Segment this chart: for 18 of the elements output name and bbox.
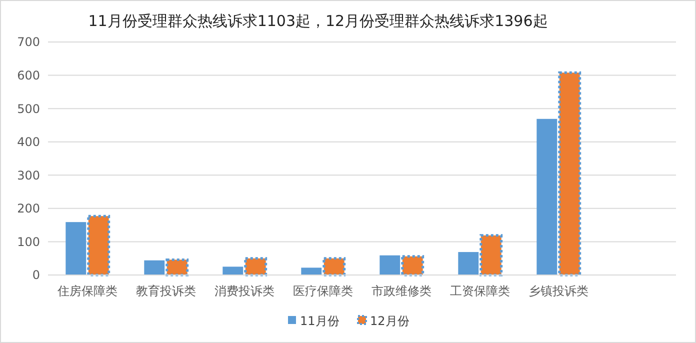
legend-label: 12月份 <box>370 314 410 328</box>
y-tick-label: 300 <box>17 168 40 182</box>
x-tick-label: 住房保障类 <box>56 284 118 298</box>
legend-label: 11月份 <box>300 314 340 328</box>
y-tick-label: 600 <box>17 68 40 82</box>
y-tick-label: 700 <box>17 35 40 50</box>
x-tick-label: 消费投诉类 <box>214 284 274 298</box>
chart-title: 11月份受理群众热线诉求1103起，12月份受理群众热线诉求1396起 <box>88 12 548 30</box>
x-tick-label: 市政维修类 <box>371 284 432 298</box>
x-tick-label: 工资保障类 <box>450 284 510 298</box>
y-tick-label: 400 <box>17 135 40 150</box>
y-tick-label: 500 <box>17 102 40 116</box>
y-tick-label: 100 <box>17 234 40 249</box>
y-tick-label: 0 <box>32 268 40 282</box>
y-tick-label: 200 <box>17 202 40 216</box>
x-tick-label: 医疗保障类 <box>292 284 353 298</box>
x-tick-label: 乡镇投诉类 <box>528 284 588 298</box>
x-tick-label: 教育投诉类 <box>136 284 196 298</box>
